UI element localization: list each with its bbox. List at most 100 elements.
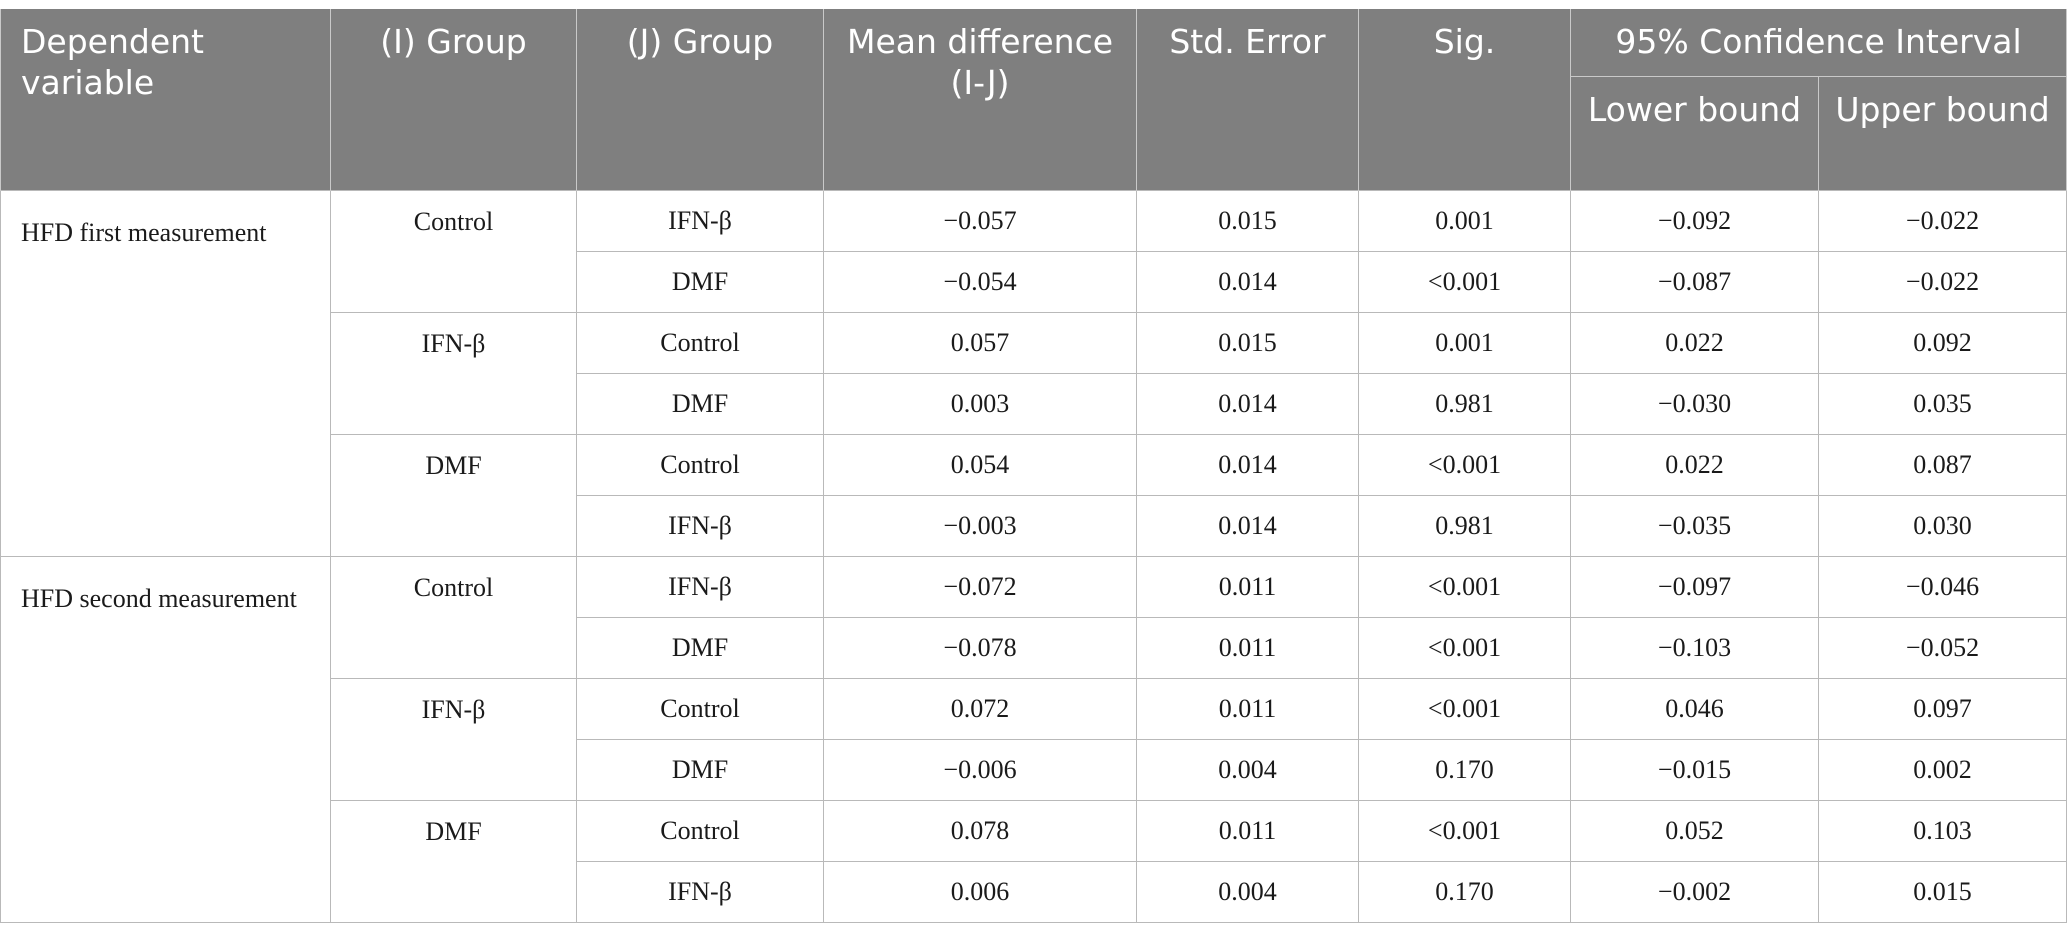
i-group-cell: Control: [330, 190, 577, 313]
sig-cell: 0.001: [1358, 190, 1571, 252]
lower-bound-cell: 0.052: [1570, 800, 1819, 862]
table-row: IFN-β Control 0.072 0.011 <0.001 0.046 0.097: [1, 678, 2067, 801]
table-row: DMF Control 0.078 0.011 <0.001 0.052 0.103: [1, 800, 2067, 923]
upper-bound-cell: 0.002: [1818, 739, 2067, 801]
table-header: Dependent variable (I) Group (J) Group M…: [0, 9, 2067, 191]
mean-difference-cell: −0.078: [823, 617, 1137, 679]
i-group-cell: Control: [330, 556, 577, 679]
lower-bound-cell: −0.103: [1570, 617, 1819, 679]
j-group-cell: IFN-β: [576, 556, 824, 618]
mean-difference-cell: 0.072: [823, 678, 1137, 740]
table-body: HFD first measurement Control IFN-β −0.057 0…: [0, 190, 2067, 923]
table-row: HFD second measurement Control IFN-β −0.072…: [0, 556, 2067, 923]
header-lower-bound: Lower bound: [1570, 76, 1819, 191]
table-row: IFN-β 0.006 0.004 0.170 −0.002 0.015: [1, 861, 2067, 923]
upper-bound-cell: −0.022: [1818, 251, 2067, 313]
std-error-cell: 0.011: [1136, 556, 1359, 618]
upper-bound-cell: 0.030: [1818, 495, 2067, 557]
sig-cell: 0.170: [1358, 739, 1571, 801]
header-i-group: (I) Group: [330, 9, 577, 191]
upper-bound-cell: −0.052: [1818, 617, 2067, 679]
i-group-cell: IFN-β: [330, 678, 577, 801]
lower-bound-cell: −0.087: [1570, 251, 1819, 313]
table-row: HFD first measurement Control IFN-β −0.057 0…: [0, 190, 2067, 557]
j-group-cell: Control: [576, 678, 824, 740]
i-group-cell: IFN-β: [330, 312, 577, 435]
i-group-cell: DMF: [330, 800, 577, 923]
std-error-cell: 0.004: [1136, 739, 1359, 801]
upper-bound-cell: 0.097: [1818, 678, 2067, 740]
j-group-cell: IFN-β: [576, 495, 824, 557]
mean-difference-cell: 0.054: [823, 434, 1137, 496]
lower-bound-cell: −0.092: [1570, 190, 1819, 252]
std-error-cell: 0.014: [1136, 373, 1359, 435]
header-confidence-interval: 95% Confidence Interval: [1570, 9, 2067, 77]
table-row: DMF −0.078 0.011 <0.001 −0.103 −0.052: [1, 617, 2067, 679]
sig-cell: <0.001: [1358, 434, 1571, 496]
std-error-cell: 0.011: [1136, 800, 1359, 862]
j-group-cell: IFN-β: [576, 861, 824, 923]
lower-bound-cell: −0.030: [1570, 373, 1819, 435]
std-error-cell: 0.014: [1136, 434, 1359, 496]
sig-cell: <0.001: [1358, 800, 1571, 862]
table-row: DMF 0.003 0.014 0.981 −0.030 0.035: [1, 373, 2067, 435]
upper-bound-cell: 0.103: [1818, 800, 2067, 862]
sig-cell: 0.981: [1358, 373, 1571, 435]
std-error-cell: 0.014: [1136, 495, 1359, 557]
mean-difference-cell: 0.057: [823, 312, 1137, 374]
mean-difference-cell: 0.006: [823, 861, 1137, 923]
mean-difference-cell: −0.057: [823, 190, 1137, 252]
mean-difference-cell: −0.006: [823, 739, 1137, 801]
mean-difference-cell: 0.003: [823, 373, 1137, 435]
j-group-cell: Control: [576, 800, 824, 862]
j-group-cell: IFN-β: [576, 190, 824, 252]
lower-bound-cell: −0.002: [1570, 861, 1819, 923]
std-error-cell: 0.014: [1136, 251, 1359, 313]
dependent-variable-cell: HFD first measurement: [0, 190, 331, 557]
sig-cell: <0.001: [1358, 678, 1571, 740]
mean-difference-cell: 0.078: [823, 800, 1137, 862]
sig-cell: 0.170: [1358, 861, 1571, 923]
lower-bound-cell: −0.035: [1570, 495, 1819, 557]
lower-bound-cell: 0.022: [1570, 434, 1819, 496]
header-upper-bound: Upper bound: [1818, 76, 2067, 191]
upper-bound-cell: 0.015: [1818, 861, 2067, 923]
std-error-cell: 0.015: [1136, 190, 1359, 252]
header-sig: Sig.: [1358, 9, 1571, 191]
j-group-cell: DMF: [576, 739, 824, 801]
lower-bound-cell: −0.015: [1570, 739, 1819, 801]
mean-difference-cell: −0.072: [823, 556, 1137, 618]
sig-cell: <0.001: [1358, 617, 1571, 679]
j-group-cell: DMF: [576, 373, 824, 435]
sig-cell: <0.001: [1358, 251, 1571, 313]
i-group-cell: DMF: [330, 434, 577, 557]
std-error-cell: 0.015: [1136, 312, 1359, 374]
table-row: DMF Control 0.054 0.014 <0.001 0.022 0.087: [1, 434, 2067, 557]
std-error-cell: 0.004: [1136, 861, 1359, 923]
post-hoc-comparison-table: Dependent variable (I) Group (J) Group M…: [0, 9, 2067, 923]
dependent-variable-cell: HFD second measurement: [0, 556, 331, 923]
j-group-cell: DMF: [576, 251, 824, 313]
upper-bound-cell: −0.046: [1818, 556, 2067, 618]
header-mean-difference: Mean difference (I-J): [823, 9, 1137, 191]
std-error-cell: 0.011: [1136, 617, 1359, 679]
header-j-group: (J) Group: [576, 9, 824, 191]
std-error-cell: 0.011: [1136, 678, 1359, 740]
sig-cell: 0.001: [1358, 312, 1571, 374]
sig-cell: 0.981: [1358, 495, 1571, 557]
upper-bound-cell: 0.087: [1818, 434, 2067, 496]
mean-difference-cell: −0.003: [823, 495, 1137, 557]
lower-bound-cell: 0.022: [1570, 312, 1819, 374]
lower-bound-cell: −0.097: [1570, 556, 1819, 618]
sig-cell: <0.001: [1358, 556, 1571, 618]
j-group-cell: DMF: [576, 617, 824, 679]
j-group-cell: Control: [576, 312, 824, 374]
lower-bound-cell: 0.046: [1570, 678, 1819, 740]
mean-difference-cell: −0.054: [823, 251, 1137, 313]
upper-bound-cell: 0.035: [1818, 373, 2067, 435]
j-group-cell: Control: [576, 434, 824, 496]
header-std-error: Std. Error: [1136, 9, 1359, 191]
header-dependent-variable: Dependent variable: [0, 9, 331, 191]
table-row: DMF −0.006 0.004 0.170 −0.015 0.002: [1, 739, 2067, 801]
table-row: IFN-β Control 0.057 0.015 0.001 0.022 0.092: [1, 312, 2067, 435]
